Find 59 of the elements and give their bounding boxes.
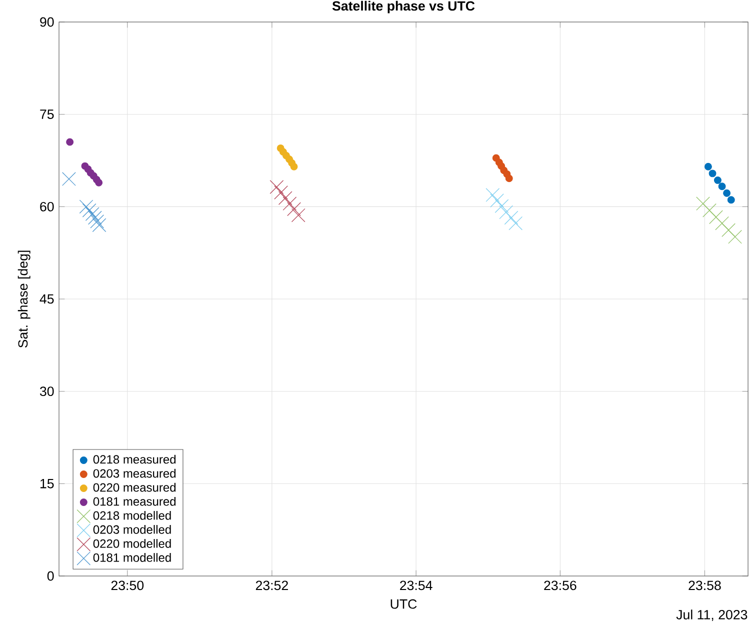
legend-label: 0218 measured: [93, 454, 176, 464]
x-tick-label: 23:54: [400, 580, 432, 590]
chart-title: Satellite phase vs UTC: [332, 0, 475, 14]
point: [490, 194, 504, 208]
x-tick-label: 23:56: [544, 580, 576, 590]
point: [95, 178, 103, 186]
point: [82, 203, 96, 218]
point: [494, 199, 509, 213]
point: [270, 180, 284, 194]
point: [696, 196, 710, 211]
point: [92, 218, 106, 232]
point: [508, 216, 523, 230]
legend-label: 0181 measured: [93, 496, 176, 506]
point: [282, 196, 297, 211]
text: Jul 11, 2023: [676, 610, 748, 621]
x-axis-title: UTC: [390, 599, 417, 609]
y-tick-label: 0: [47, 571, 54, 581]
point: [708, 170, 716, 178]
point: [499, 205, 514, 220]
point: [728, 230, 742, 244]
x-tick-label: 23:58: [688, 580, 721, 590]
point: [278, 191, 292, 205]
point: [79, 200, 94, 214]
point: [504, 210, 518, 225]
point: [274, 186, 288, 200]
y-tick-label: 60: [40, 202, 54, 212]
point: [90, 214, 104, 228]
point: [718, 182, 726, 190]
point: [727, 196, 735, 204]
point: [723, 189, 731, 197]
y-axis-title: Sat. phase [deg]: [18, 250, 30, 348]
y-tick-label: 30: [40, 386, 54, 396]
point: [486, 188, 500, 202]
point: [722, 223, 736, 237]
point: [702, 203, 716, 218]
legend-label: 0220 measured: [93, 482, 176, 492]
legend-label: 0203 measured: [93, 468, 176, 478]
point: [88, 210, 102, 225]
point: [85, 207, 100, 221]
legend-label: 0220 modelled: [93, 539, 171, 548]
point: [709, 210, 723, 224]
point: [287, 202, 301, 216]
point: [704, 162, 712, 170]
x-tick-label: 23:50: [111, 580, 144, 590]
y-tick-label: 45: [40, 294, 54, 304]
legend-label: 0218 modelled: [93, 510, 171, 520]
legend-label: 0203 modelled: [93, 525, 171, 534]
point: [62, 172, 76, 186]
point: [291, 208, 306, 222]
y-tick-label: 15: [40, 479, 54, 488]
point: [714, 176, 722, 184]
legend-label: 0181 modelled: [93, 553, 171, 562]
y-tick-label: 75: [40, 110, 54, 119]
point: [715, 216, 729, 230]
point: [290, 162, 298, 170]
y-tick-label: 90: [40, 17, 54, 27]
point: [505, 174, 513, 182]
point: [66, 138, 74, 146]
x-tick-label: 23:52: [256, 580, 288, 590]
